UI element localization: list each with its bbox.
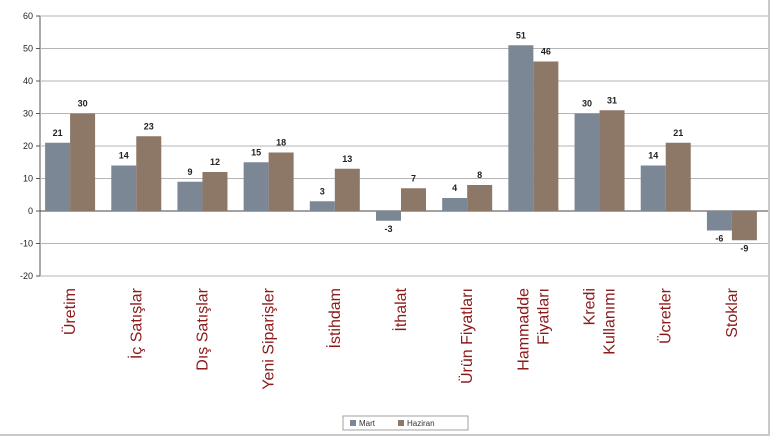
bars (45, 45, 757, 241)
bar-haziran-3 (268, 152, 294, 211)
legend-swatch-haziran (398, 420, 404, 426)
category-label-line: İstihdam (325, 288, 344, 348)
data-label: 14 (119, 151, 129, 161)
data-label: 21 (673, 128, 683, 138)
category-label: İç Satışlar (126, 287, 145, 359)
y-tick-label: 50 (23, 44, 33, 54)
legend-swatch-mart (350, 420, 356, 426)
category-label: Dış Satışlar (194, 287, 211, 370)
y-tick-label: -20 (20, 271, 33, 281)
data-label: 13 (342, 154, 352, 164)
category-label-line: Ürün Fiyatları (458, 288, 476, 384)
bar-mart-3 (243, 162, 269, 211)
category-label: Kredi Kullanımı (582, 288, 619, 355)
legend: Mart Haziran (342, 415, 469, 431)
bar-haziran-1 (136, 136, 162, 211)
data-label: 51 (516, 30, 526, 40)
data-label: 3 (320, 186, 325, 196)
category-label: İstihdam (325, 288, 344, 348)
legend-label-haziran: Haziran (407, 419, 435, 428)
category-label-line: Dış Satışlar (194, 287, 211, 370)
category-label: Stoklar (724, 287, 741, 337)
bar-mart-6 (442, 198, 468, 211)
category-label-line: İthalat (391, 287, 410, 331)
y-tick-label: 30 (23, 109, 33, 119)
bar-mart-9 (640, 165, 666, 211)
data-label: 14 (648, 151, 658, 161)
category-label: Ücretler (657, 287, 675, 344)
category-label: Üretim (61, 288, 79, 335)
category-label-line: Fiyatları (535, 288, 552, 345)
data-label: -3 (384, 224, 392, 234)
category-label-line: Üretim (61, 288, 79, 335)
bar-haziran-8 (599, 110, 625, 211)
bar-mart-8 (574, 113, 600, 211)
bar-mart-1 (111, 165, 137, 211)
data-label: 30 (78, 99, 88, 109)
bar-haziran-2 (202, 172, 228, 211)
y-tick-label: 0 (28, 206, 33, 216)
category-labels: Üretim İç Satışlar Dış Satışlar Yeni Sipari… (61, 287, 741, 389)
y-axis-ticks: -20 -10 0 10 20 30 40 50 60 (20, 11, 40, 281)
data-label: 31 (607, 95, 617, 105)
category-label-line: Yeni Siparişler (261, 287, 278, 389)
data-label: 12 (210, 157, 220, 167)
category-label-line: Ücretler (657, 287, 675, 344)
bar-haziran-7 (533, 61, 559, 211)
bar-haziran-6 (467, 185, 493, 211)
data-label: -6 (715, 234, 723, 244)
category-label: Hammadde Fiyatları (515, 288, 552, 371)
category-label: İthalat (391, 287, 410, 331)
gridlines (39, 15, 768, 277)
category-label-line: Kullanımı (602, 288, 619, 355)
legend-box (342, 415, 469, 431)
data-label: 7 (411, 173, 416, 183)
bar-mart-7 (508, 45, 534, 211)
bar-haziran-10 (731, 211, 757, 241)
y-tick-label: 20 (23, 141, 33, 151)
bar-mart-2 (177, 181, 203, 211)
bar-mart-10 (706, 211, 732, 231)
data-label: 23 (144, 121, 154, 131)
category-label-line: Stoklar (724, 287, 741, 337)
bar-mart-4 (309, 201, 335, 211)
y-tick-label: 60 (23, 11, 33, 21)
data-label: 18 (276, 138, 286, 148)
category-label: Ürün Fiyatları (458, 288, 476, 384)
data-label: 15 (251, 147, 261, 157)
category-label: Yeni Siparişler (261, 287, 278, 389)
bar-mart-5 (376, 211, 401, 221)
data-label: 8 (477, 170, 482, 180)
y-tick-label: 40 (23, 76, 33, 86)
data-label: 9 (187, 167, 192, 177)
legend-label-mart: Mart (359, 419, 376, 428)
bar-haziran-4 (334, 168, 360, 211)
data-label: 4 (452, 183, 457, 193)
data-label: 46 (541, 47, 551, 57)
category-label-line: İç Satışlar (126, 287, 145, 359)
data-label: -9 (740, 243, 748, 253)
data-label: 30 (582, 99, 592, 109)
y-tick-label: -10 (20, 239, 33, 249)
data-labels: 21 30 14 23 9 12 15 18 3 13 -3 7 4 8 51 46 30 31 14 21 -6 -9 (53, 30, 749, 253)
bar-mart-0 (45, 142, 71, 211)
y-tick-label: 10 (23, 174, 33, 184)
category-label-line: Hammadde (515, 288, 532, 371)
data-label: 21 (53, 128, 63, 138)
bar-haziran-0 (70, 113, 96, 211)
bar-haziran-5 (401, 188, 426, 211)
category-label-line: Kredi (582, 288, 599, 325)
bar-haziran-9 (665, 142, 691, 211)
